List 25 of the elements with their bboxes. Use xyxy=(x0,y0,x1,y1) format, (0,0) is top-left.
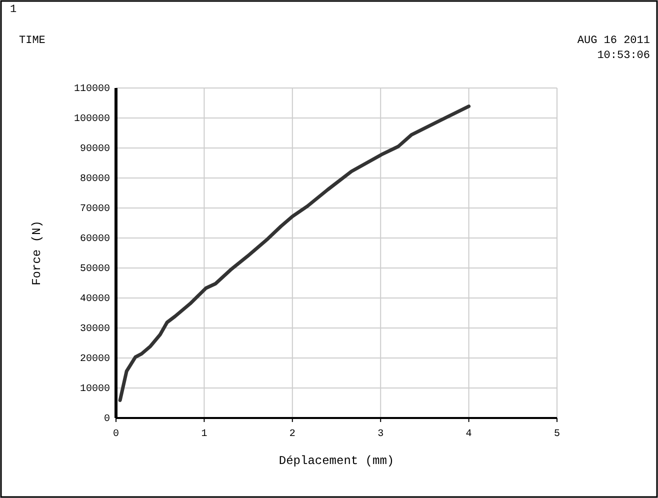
y-tick-label: 20000 xyxy=(80,354,110,365)
y-tick-label: 40000 xyxy=(80,294,110,305)
line-series xyxy=(118,104,471,402)
y-tick-label: 60000 xyxy=(80,234,110,245)
x-tick-label: 2 xyxy=(289,429,296,440)
y-tick-label: 110000 xyxy=(74,84,110,95)
y-axis-title: Force (N) xyxy=(30,220,44,286)
x-axis-title: Déplacement (mm) xyxy=(278,454,394,468)
y-tick-label: 80000 xyxy=(80,174,110,185)
y-tick-label: 90000 xyxy=(80,144,110,155)
text: 10:53:06 xyxy=(597,50,650,62)
x-tick-label: 1 xyxy=(201,429,208,440)
y-tick-label: 30000 xyxy=(80,324,110,335)
y-tick-label: 10000 xyxy=(80,384,110,395)
y-tick-label: 50000 xyxy=(80,264,110,275)
text: 1 xyxy=(10,4,17,16)
x-tick-label: 5 xyxy=(554,429,560,440)
text: AUG 16 2011 xyxy=(577,35,650,47)
y-tick-label: 100000 xyxy=(74,114,110,125)
y-tick-label: 0 xyxy=(104,414,110,425)
y-tick-label: 70000 xyxy=(80,204,110,215)
x-tick-label: 0 xyxy=(112,429,120,440)
text: TIME xyxy=(19,35,46,47)
x-tick-label: 3 xyxy=(378,429,384,440)
x-tick-label: 4 xyxy=(466,429,472,440)
